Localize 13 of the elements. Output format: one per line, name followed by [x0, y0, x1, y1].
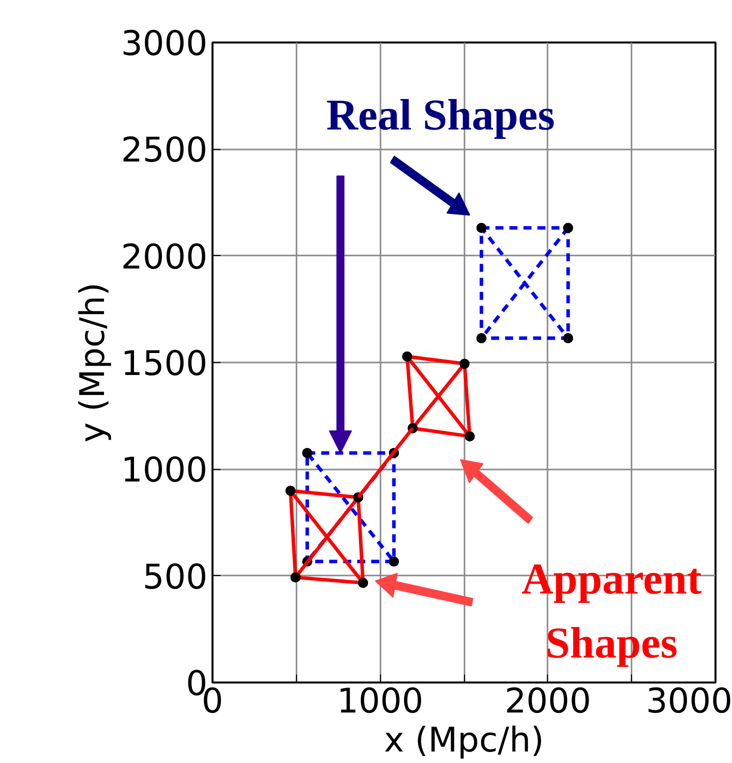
y-tick-label: 1000: [120, 450, 208, 491]
x-tick-label: 1000: [336, 682, 424, 722]
x-tick-label: 2000: [504, 682, 592, 722]
y-tick-label: 500: [142, 557, 208, 598]
x-tick-label: 3000: [646, 682, 732, 722]
y-axis-title: y (Mpc/h): [72, 282, 113, 443]
y-tick-label: 2000: [120, 237, 208, 278]
y-tick-label: 2500: [120, 130, 208, 171]
annotation: Apparent Shapes: [521, 554, 702, 668]
annotation: Real Shapes: [326, 90, 555, 140]
x-axis-title: x (Mpc/h): [384, 720, 544, 760]
y-tick-label: 3000: [120, 24, 208, 64]
y-tick-label: 1500: [120, 344, 208, 384]
